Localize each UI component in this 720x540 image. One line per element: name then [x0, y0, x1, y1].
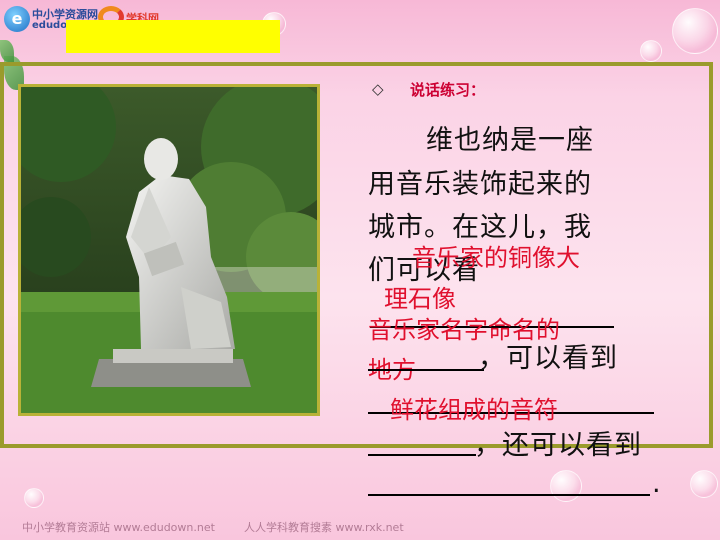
leaf-decoration	[0, 40, 14, 62]
bubble-decoration	[550, 470, 582, 502]
statue-photo-icon	[21, 87, 317, 413]
blank-line-3	[368, 412, 654, 414]
bubble-decoration	[672, 8, 718, 54]
footer-watermark-left: 中小学教育资源站 www.edudown.net	[22, 521, 215, 534]
closing-period: .	[652, 468, 661, 499]
blank-line-5	[368, 494, 650, 496]
content-frame	[0, 62, 713, 448]
blank-line-1	[370, 326, 614, 328]
bubble-decoration	[640, 40, 662, 62]
bubble-decoration	[690, 470, 718, 498]
answer-2-line-b: 地方	[368, 356, 416, 384]
answer-2-line-a: 音乐家名字命名的	[368, 316, 560, 344]
title-highlight-bar	[66, 20, 280, 53]
exercise-heading: 说话练习：	[410, 81, 486, 99]
footer-watermark-right: 人人学科教育搜素 www.rxk.net	[244, 521, 404, 534]
paragraph-segment-also: ，还可以看到	[474, 430, 642, 461]
answer-1-line-b: 理石像	[384, 285, 456, 313]
paragraph-line-4: 们可以看	[368, 255, 480, 286]
blank-line-4	[368, 454, 476, 456]
paragraph-segment-see: ，可以看到	[478, 343, 618, 374]
blank-line-2	[368, 369, 484, 371]
answer-3: 鲜花组成的音符	[390, 396, 558, 424]
bubble-decoration	[24, 488, 44, 508]
paragraph-line-3: 城市。在这儿，我	[368, 212, 592, 243]
paragraph-line-1: 维也纳是一座	[426, 125, 594, 156]
logo-name: 中小学资源网	[32, 8, 98, 21]
paragraph-line-2: 用音乐装饰起来的	[368, 169, 592, 200]
answer-1-line-a: 音乐家的铜像大	[412, 244, 580, 272]
bullet-diamond-icon: ◇	[372, 80, 384, 98]
edudown-logo-icon: e	[4, 6, 30, 32]
statue-photo	[18, 84, 320, 416]
logo-domain: edudown	[32, 20, 84, 31]
